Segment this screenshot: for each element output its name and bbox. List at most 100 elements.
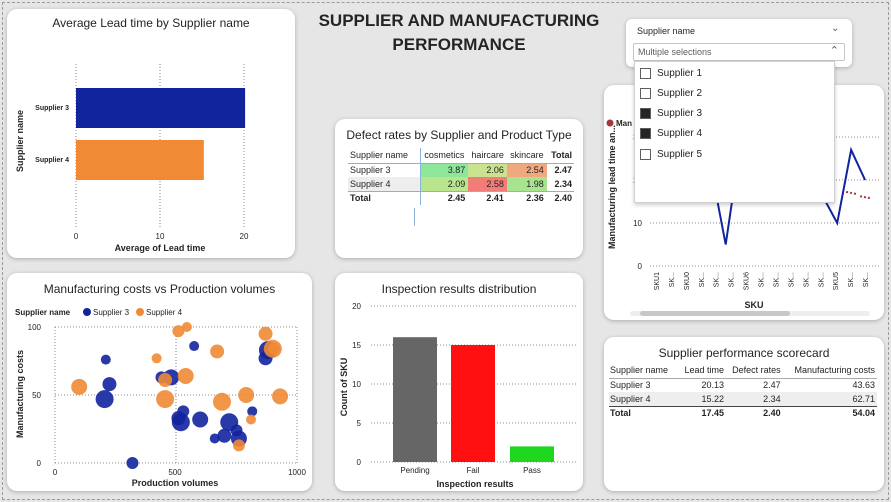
mfg-ytick: 0 — [638, 262, 643, 271]
defect-cell-total: 2.47 — [554, 165, 572, 176]
slicer-option-supplier-4[interactable]: Supplier 4 — [640, 126, 702, 142]
chevron-down-icon[interactable]: ⌄ — [831, 23, 840, 34]
inspection-ytick: 15 — [352, 341, 361, 350]
scatter-point[interactable] — [210, 344, 225, 359]
scatter-point[interactable] — [272, 388, 289, 405]
scatter-point[interactable] — [217, 428, 232, 443]
scorecard-card[interactable]: Supplier performance scorecard Supplier … — [604, 337, 884, 491]
scatter-point[interactable] — [189, 341, 200, 352]
scorecard-cell: 2.34 — [763, 393, 781, 404]
mfg-dotted-series — [845, 190, 857, 195]
supplier-slicer-card[interactable]: Supplier name ⌄ Multiple selections ⌃ — [626, 19, 852, 67]
lead-time-yaxis-label: Supplier name — [15, 110, 25, 172]
scorecard-header-lead: Lead time — [684, 365, 725, 376]
lead-time-bar-2[interactable] — [76, 140, 204, 180]
defect-total-cell: 2.45 — [447, 193, 466, 204]
defect-rates-card[interactable]: Defect rates by Supplier and Product Typ… — [335, 119, 583, 258]
scatter-point[interactable] — [192, 411, 209, 428]
defect-cell: 3.87 — [420, 163, 469, 177]
slicer-title: Supplier name — [637, 26, 696, 36]
scorecard-table: Supplier name Lead time Defect rates Man… — [609, 363, 877, 420]
defect-total-name: Total — [348, 191, 421, 205]
scorecard-cell: 43.63 — [852, 380, 875, 391]
defect-header-supplier: Supplier name — [348, 148, 421, 163]
scatter-point[interactable] — [247, 406, 258, 417]
lead-time-bar-1[interactable] — [76, 88, 246, 128]
mfg-xtick: SKU5 — [833, 272, 840, 290]
checkbox-icon[interactable] — [640, 148, 651, 160]
page-title: SUPPLIER AND MANUFACTURING PERFORMANCE — [300, 9, 618, 57]
defect-header-cosmetics: cosmetics — [424, 150, 465, 161]
defect-header-total: Total — [551, 150, 572, 161]
inspection-yaxis-label: Count of SKU — [339, 358, 349, 417]
slicer-option-supplier-5[interactable]: Supplier 5 — [640, 146, 702, 162]
scatter-point[interactable] — [71, 378, 88, 395]
lead-time-xtick-0: 0 — [74, 232, 79, 241]
mfg-xtick: SK... — [773, 272, 780, 287]
slicer-option-supplier-1[interactable]: Supplier 1 — [640, 65, 702, 81]
scatter-point[interactable] — [95, 390, 114, 409]
scorecard-total-name: Total — [610, 408, 631, 419]
checkbox-checked-icon[interactable] — [640, 128, 651, 140]
table-row[interactable]: Supplier 4 2.09 2.58 1.98 2.34 — [348, 177, 574, 191]
defect-table-bottom-line — [414, 208, 415, 226]
scatter-point[interactable] — [258, 326, 273, 341]
slicer-dropdown-box[interactable]: Multiple selections ⌃ — [633, 43, 845, 61]
inspection-bar-pending[interactable] — [393, 337, 437, 462]
scatter-point[interactable] — [172, 325, 185, 338]
scatter-point[interactable] — [126, 457, 139, 469]
scorecard-title: Supplier performance scorecard — [658, 346, 830, 360]
scatter-point[interactable] — [177, 405, 190, 418]
scatter-point[interactable] — [102, 377, 117, 392]
slicer-option-supplier-3[interactable]: Supplier 3 — [640, 106, 702, 122]
mfg-lead-time-line-segment — [822, 146, 866, 226]
scatter-point[interactable] — [158, 373, 173, 388]
scorecard-total-cell: 2.40 — [763, 408, 781, 419]
checkbox-checked-icon[interactable] — [640, 108, 651, 120]
slicer-selection-text: Multiple selections — [638, 47, 712, 57]
inspection-xaxis-label: Inspection results — [436, 479, 513, 489]
scorecard-header-defect: Defect rates — [732, 365, 781, 376]
inspection-bar-fail[interactable] — [451, 345, 495, 462]
lead-time-xaxis-label: Average of Lead time — [115, 243, 206, 253]
inspection-ytick: 5 — [357, 419, 362, 428]
checkbox-icon[interactable] — [640, 67, 651, 79]
table-total-row: Total 2.45 2.41 2.36 2.40 — [348, 191, 574, 205]
table-row[interactable]: Supplier 3 3.87 2.06 2.54 2.47 — [348, 163, 574, 177]
scatter-point[interactable] — [177, 367, 194, 384]
scatter-point[interactable] — [232, 439, 245, 452]
table-total-row: Total 17.45 2.40 54.04 — [609, 406, 877, 420]
table-row[interactable]: Supplier 4 15.22 2.34 62.71 — [609, 392, 877, 406]
slicer-option-label: Supplier 1 — [657, 67, 703, 79]
slicer-dropdown-list[interactable]: Supplier 1 Supplier 2 Supplier 3 Supplier 4… — [634, 61, 835, 203]
inspection-bar-pass[interactable] — [510, 446, 554, 462]
inspection-chart-card[interactable]: Inspection results distribution Count of… — [335, 273, 583, 491]
inspection-xtick: Fail — [467, 466, 480, 475]
defect-row-name: Supplier 3 — [348, 163, 421, 177]
mfg-xtick: SK... — [669, 272, 676, 287]
mfg-legend-label: Man — [616, 119, 632, 128]
inspection-xtick: Pass — [523, 466, 541, 475]
scatter-point[interactable] — [209, 433, 220, 444]
slicer-option-label: Supplier 4 — [657, 128, 703, 140]
scatter-legend-dot-supplier4 — [136, 308, 144, 316]
slicer-option-supplier-2[interactable]: Supplier 2 — [640, 85, 702, 101]
lead-time-chart-card[interactable]: Average Lead time by Supplier name Suppl… — [7, 9, 295, 258]
scatter-point[interactable] — [181, 322, 192, 332]
lead-time-chart-title: Average Lead time by Supplier name — [52, 16, 250, 30]
scatter-point[interactable] — [100, 354, 111, 365]
mfg-ytick: 10 — [633, 219, 642, 228]
mfg-scrollbar-thumb[interactable] — [640, 311, 790, 316]
scatter-point[interactable] — [171, 413, 190, 432]
mfg-yaxis-label: Manufacturing lead time an... — [607, 125, 617, 249]
scatter-point[interactable] — [156, 390, 175, 409]
scatter-point[interactable] — [151, 353, 162, 364]
checkbox-icon[interactable] — [640, 87, 651, 99]
scatter-chart-card[interactable]: Manufacturing costs vs Production volume… — [7, 273, 312, 491]
table-row[interactable]: Supplier 3 20.13 2.47 43.63 — [609, 378, 877, 392]
scatter-point[interactable] — [268, 342, 281, 355]
chevron-up-icon[interactable]: ⌃ — [829, 45, 839, 57]
scatter-point[interactable] — [238, 387, 255, 403]
scatter-point[interactable] — [212, 392, 231, 411]
scatter-point[interactable] — [246, 414, 257, 425]
